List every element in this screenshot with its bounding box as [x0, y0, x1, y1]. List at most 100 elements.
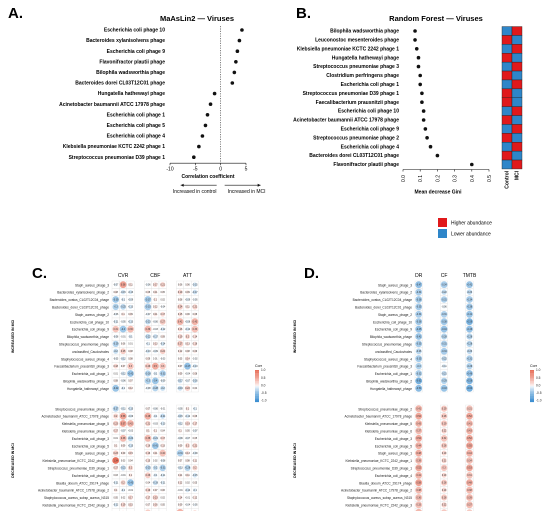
heatmap-value: -0.06	[120, 381, 126, 383]
heatmap-value: 0.11	[153, 314, 158, 316]
heatmap-value: -0.28	[467, 336, 473, 338]
panel-label-a: A.	[8, 5, 23, 22]
heatmap-value: -0.11	[113, 483, 119, 485]
heatmap-row-label: Escherichia_coli_phage_10	[70, 320, 109, 324]
heatmap-value: 0.28	[442, 416, 447, 418]
heatmap-value: -0.12	[113, 505, 119, 507]
heatmap-row-label: Staph_aureus_phage_3	[378, 283, 412, 287]
heatmap-value: -0.12	[160, 329, 166, 331]
heatmap-value: 0.05	[185, 431, 190, 433]
heatmap-value: -0.34	[441, 285, 447, 287]
heatmap-value: 0.02	[153, 460, 158, 462]
legend-tick-label: 0.0	[536, 383, 541, 387]
heatmap-value: 0.03	[113, 475, 118, 477]
data-point-a	[233, 71, 237, 75]
heatmap-value: -0.21	[160, 416, 166, 418]
heatmap-value: -0.04	[185, 505, 191, 507]
heatmap-value: 0.17	[146, 497, 151, 499]
heatmap-value: 0.52	[416, 438, 421, 440]
heatmap-value: 1.34	[113, 460, 118, 462]
category-label-b: Bacteroides dorei CL03T12C01 phage	[309, 153, 399, 159]
heatmap-value: -0.46	[467, 329, 473, 331]
heatmap-value: -0.07	[185, 381, 191, 383]
heatmap-value: -0.16	[192, 381, 198, 383]
heatmap-value: 0.14	[185, 359, 190, 361]
heatmap-value: -0.22	[441, 359, 447, 361]
heatmap-value: -0.21	[120, 468, 126, 470]
heatmap-value: -0.13	[160, 423, 166, 425]
heatmap-value: -0.06	[113, 314, 119, 316]
abundance-cell	[502, 35, 512, 44]
heatmap-value: 0.37	[416, 431, 421, 433]
heatmap-value: 0.11	[153, 453, 158, 455]
heatmap-row-label: Klebsiella_pneumoniae_phage_5	[365, 422, 412, 426]
heatmap-value: 0.11	[185, 475, 190, 477]
legend-gradient-step	[530, 381, 534, 383]
heatmap-value: 0.15	[128, 505, 133, 507]
legend-gradient-step	[255, 397, 259, 399]
heatmap-row-label: Bacteroides_dorei_CL03T12C01_phage	[52, 306, 109, 310]
heatmap-value: -0.39	[113, 299, 119, 301]
category-label-a: Escherichia coli phage 1	[107, 112, 166, 118]
heatmap-value: 0.09	[128, 314, 133, 316]
heatmap-row-label: Hungatella_hathewayi_phage	[67, 387, 109, 391]
heatmap-row-label: Bilophila_wadsworthia_phage	[67, 335, 109, 339]
heatmap-value: 0.29	[442, 409, 447, 411]
heatmap-value: 0.19	[121, 505, 126, 507]
group-title: DR	[415, 273, 423, 279]
heatmap-row-label: Klebsiella_pneumoniae_KCTC_2242_phage_3	[43, 504, 110, 508]
legend-tick-label: 0.0	[261, 383, 266, 387]
data-point-b	[418, 74, 422, 78]
heatmap-value: -0.28	[145, 373, 151, 375]
heatmap-value: 0.09	[146, 359, 151, 361]
heatmap-row-label: Bilophila_wadsworthia_phage_2	[366, 380, 412, 384]
direction-label-right: Increased in MCI	[228, 189, 266, 195]
heatmap-value: 0.39	[467, 497, 472, 499]
category-label-a: Escherichia coli phage 4	[107, 134, 166, 140]
heatmap-value: 0.06	[160, 490, 165, 492]
abundance-cell	[512, 107, 522, 116]
heatmap-value: 0.16	[146, 453, 151, 455]
heatmap-value: -0.15	[128, 409, 134, 411]
heatmap-value: 0.25	[121, 351, 126, 353]
legend-gradient-step	[530, 388, 534, 390]
heatmap-row-label: Staph_aureus_phage_3	[75, 283, 109, 287]
data-point-b	[415, 47, 419, 51]
heatmap-value: 0.08	[113, 381, 118, 383]
heatmap-value: 0.41	[467, 423, 472, 425]
heatmap-value: 0.07	[178, 366, 183, 368]
heatmap-value: -0.34	[416, 292, 422, 294]
heatmap-value: -0.44	[441, 329, 447, 331]
heatmap-value: 0.52	[467, 416, 472, 418]
legend-tick-label: -1.0	[536, 399, 542, 403]
heatmap-value: 0.01	[113, 373, 118, 375]
heatmap-value: -0.38	[416, 322, 422, 324]
heatmap-value: -0.42	[113, 388, 119, 390]
heatmap-value: 0.07	[146, 409, 151, 411]
heatmap-value: -0.09	[177, 438, 183, 440]
heatmap-value: -0.46	[467, 373, 473, 375]
legend-swatch	[438, 229, 447, 238]
heatmap-row-label: Klebsiella_pneumoniae_phage_6	[365, 430, 412, 434]
x-tick-label-b: 0.2	[435, 175, 441, 182]
heatmap-value: 0.34	[467, 460, 472, 462]
legend-gradient-step	[255, 384, 259, 386]
data-point-b	[422, 109, 426, 113]
heatmap-value: 0.09	[178, 373, 183, 375]
heatmap-value: 0.17	[128, 497, 133, 499]
heatmap-value: -0.4	[153, 381, 158, 383]
data-point-b	[422, 118, 426, 122]
legend-gradient-step	[255, 388, 259, 390]
category-label-a: Acinetobacter baumannii ATCC 17978 phage	[59, 102, 165, 108]
heatmap-value: 0.12	[128, 388, 133, 390]
category-label-b: Escherichia coli phage 1	[341, 82, 400, 88]
category-label-a: Hungatella hathewayi phage	[98, 91, 165, 97]
heatmap-value: -0.15	[120, 292, 126, 294]
heatmap-value: -0.34	[441, 351, 447, 353]
legend-gradient-step	[255, 383, 259, 385]
heatmap-value: -0.47	[185, 366, 191, 368]
x-tick-label-b: 0.1	[418, 175, 424, 182]
legend-gradient-step	[530, 399, 534, 401]
category-label-a: Bacteroides dorei CL03T12C01 phage	[75, 81, 165, 87]
heatmap-value: 0.05	[160, 292, 165, 294]
